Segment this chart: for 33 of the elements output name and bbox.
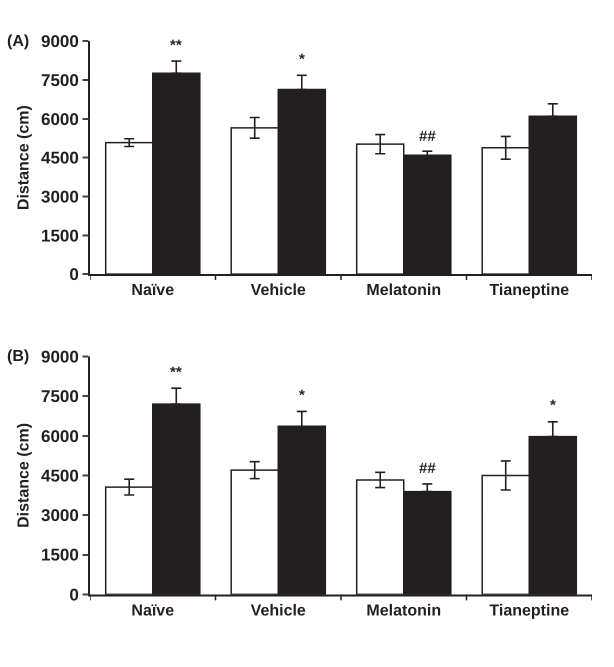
- y-tick-label: 4500: [41, 466, 79, 486]
- y-tick-label: 1500: [41, 546, 79, 565]
- x-tick-label: Naïve: [131, 602, 174, 620]
- x-tick-label: Melatonin: [366, 602, 442, 620]
- y-tick-label: 6000: [41, 110, 79, 129]
- x-tick-label: Melatonin: [366, 282, 442, 300]
- annotation: *: [299, 51, 305, 68]
- y-tick-label: 3000: [41, 187, 79, 206]
- y-tick-label: 7500: [41, 387, 79, 406]
- chart-title: (B): [7, 348, 30, 365]
- annotation: ##: [419, 460, 436, 477]
- y-tick-label: 1500: [41, 226, 79, 246]
- y-tick-label: 4500: [41, 148, 79, 168]
- y-tick-label: 9000: [41, 32, 79, 52]
- annotation: *: [550, 397, 556, 414]
- y-tick-label: 9000: [41, 347, 79, 366]
- y-tick-label: 0: [69, 585, 79, 604]
- annotation: *: [299, 387, 305, 404]
- annotation: **: [170, 37, 182, 54]
- x-tick-label: Tianeptine: [489, 602, 570, 620]
- y-axis-title: Distance (cm): [15, 105, 32, 210]
- y-axis-title: Distance (cm): [15, 422, 32, 528]
- annotation: **: [170, 364, 182, 381]
- x-tick-label: Tianeptine: [489, 282, 570, 300]
- annotation: ##: [419, 128, 436, 145]
- x-tick-label: Naïve: [131, 282, 174, 300]
- y-tick-label: 0: [69, 265, 79, 284]
- chart-title: (A): [7, 33, 30, 50]
- x-tick-label: Vehicle: [250, 282, 306, 300]
- y-tick-label: 7500: [41, 70, 79, 90]
- x-tick-label: Vehicle: [250, 602, 306, 620]
- y-tick-label: 6000: [41, 426, 79, 446]
- y-tick-label: 3000: [41, 506, 79, 526]
